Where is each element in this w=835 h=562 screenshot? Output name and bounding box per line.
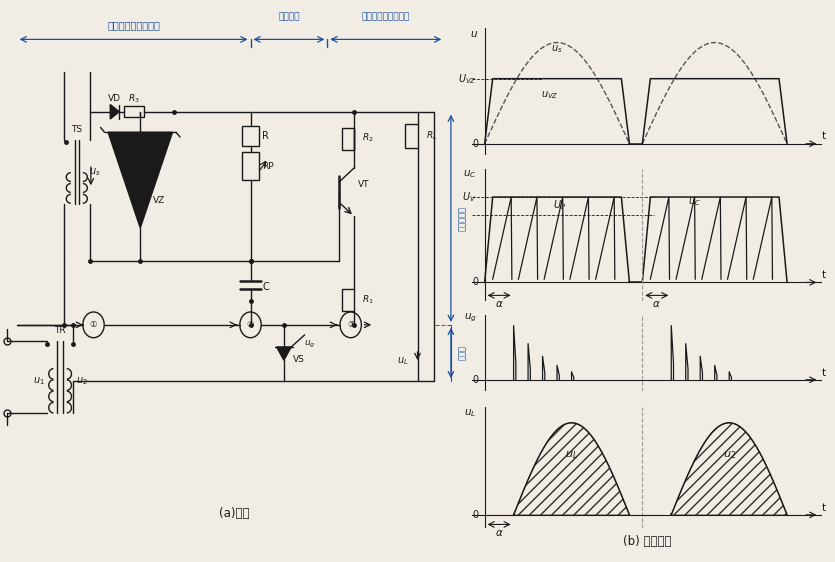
Text: $\alpha$: $\alpha$ — [495, 528, 504, 538]
Text: 0: 0 — [472, 278, 478, 287]
Text: 触发脉冲形成及输出: 触发脉冲形成及输出 — [362, 13, 410, 22]
Text: $u_g$: $u_g$ — [304, 339, 316, 351]
Text: 梯形波同步电压形成: 梯形波同步电压形成 — [107, 20, 160, 30]
Text: $U_P$: $U_P$ — [554, 198, 566, 212]
Text: $u_{VZ}$: $u_{VZ}$ — [541, 89, 559, 101]
Polygon shape — [110, 105, 119, 119]
Text: $R_3$: $R_3$ — [129, 93, 140, 105]
Text: $u_L$: $u_L$ — [464, 407, 477, 419]
Text: $u_s$: $u_s$ — [89, 166, 101, 178]
Text: 0: 0 — [472, 375, 478, 385]
Bar — [242, 152, 259, 180]
Text: t: t — [822, 369, 826, 378]
Text: $R_2$: $R_2$ — [362, 132, 374, 144]
Text: 阻容移相: 阻容移相 — [278, 13, 300, 22]
Polygon shape — [108, 132, 173, 228]
Text: $R_L$: $R_L$ — [426, 130, 438, 142]
Text: (b) 工作波形: (b) 工作波形 — [623, 535, 671, 548]
Text: $\alpha$: $\alpha$ — [495, 300, 504, 310]
Text: t: t — [822, 270, 826, 280]
Text: $U_{VZ}$: $U_{VZ}$ — [458, 72, 477, 85]
Text: $u_g$: $u_g$ — [463, 312, 477, 324]
Text: $R_1$: $R_1$ — [362, 294, 374, 306]
Text: t: t — [822, 502, 826, 513]
Text: $\alpha$: $\alpha$ — [652, 300, 661, 310]
Text: TS: TS — [71, 125, 83, 134]
Text: u: u — [470, 29, 477, 39]
Text: (a)电路: (a)电路 — [219, 507, 249, 520]
Text: $u_L$: $u_L$ — [397, 355, 408, 367]
Text: C: C — [262, 282, 269, 292]
Polygon shape — [276, 347, 291, 360]
Text: TR: TR — [54, 327, 66, 336]
Text: $u_C$: $u_C$ — [688, 196, 701, 208]
Text: 主电路: 主电路 — [458, 346, 467, 360]
Text: RP: RP — [262, 161, 274, 170]
Text: $u_C$: $u_C$ — [463, 169, 477, 180]
Bar — [124, 106, 144, 117]
Bar — [342, 289, 354, 311]
Text: $u_2$: $u_2$ — [722, 449, 736, 461]
Bar — [242, 126, 259, 146]
Bar — [342, 128, 354, 150]
Text: t: t — [822, 132, 826, 142]
Text: $u_L$: $u_L$ — [565, 449, 578, 461]
Text: $u_1$: $u_1$ — [33, 375, 44, 387]
Text: $U_V$: $U_V$ — [463, 190, 477, 204]
Text: $u_2$: $u_2$ — [76, 375, 88, 387]
Text: VD: VD — [108, 94, 121, 103]
Text: VZ: VZ — [153, 196, 164, 205]
Bar — [406, 124, 418, 148]
Text: 0: 0 — [472, 510, 478, 520]
Text: VT: VT — [358, 180, 370, 189]
Text: ②: ② — [247, 320, 254, 329]
Text: ①: ① — [90, 320, 97, 329]
Text: $u_s$: $u_s$ — [551, 44, 563, 56]
Text: 0: 0 — [472, 139, 478, 149]
Text: R: R — [262, 131, 269, 141]
Text: ③: ③ — [347, 320, 354, 329]
Text: VS: VS — [293, 355, 305, 364]
Text: 触发变压器: 触发变压器 — [458, 206, 467, 231]
